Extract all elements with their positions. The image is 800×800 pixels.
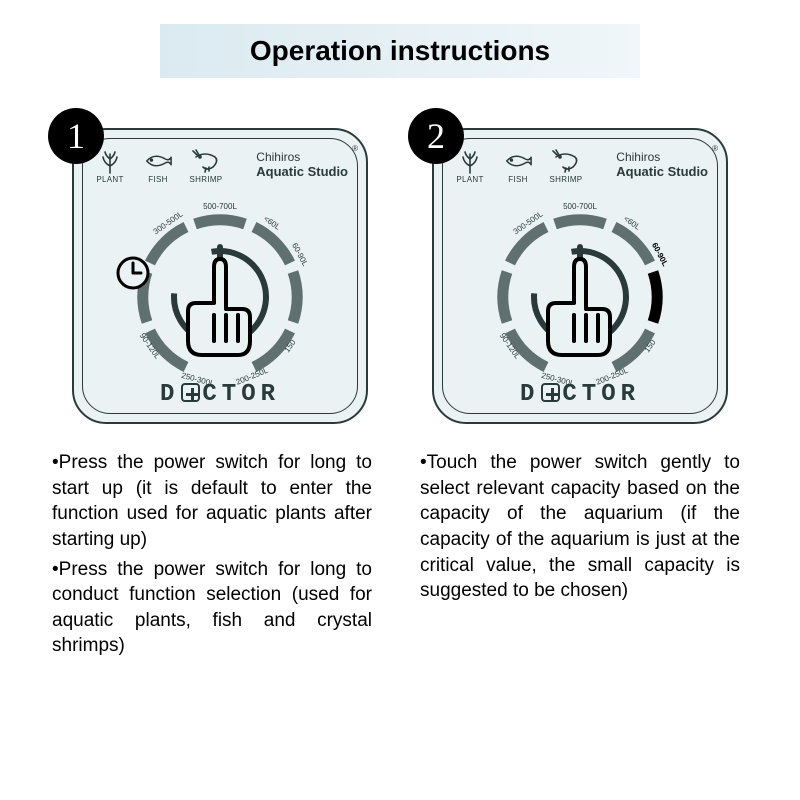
- mode-shrimp: SHRIMP: [188, 148, 224, 184]
- product-name: DCTOR: [434, 381, 726, 408]
- title-banner: Operation instructions: [160, 24, 640, 78]
- fish-icon: [143, 148, 173, 174]
- brand-block: Chihiros ® Aquatic Studio: [616, 150, 708, 179]
- step2-bullet-a: •Touch the power switch gently to select…: [420, 450, 740, 604]
- mode-fish: FISH: [500, 148, 536, 184]
- shrimp-icon: [551, 148, 581, 174]
- mode-plant-label: PLANT: [92, 175, 128, 184]
- mode-fish-label: FISH: [140, 175, 176, 184]
- mode-fish-label: FISH: [500, 175, 536, 184]
- dial-segments: 150 200-250L 250-300L 300-500L 500-700L …: [138, 202, 310, 388]
- svg-text:60-90L: 60-90L: [290, 241, 310, 268]
- svg-text:500-700L: 500-700L: [203, 202, 237, 211]
- mode-row: PLANT FISH SHRIMP: [92, 148, 224, 184]
- power-dial[interactable]: 150 200-250L 250-300L 300-500L 500-700L …: [485, 202, 675, 392]
- plus-icon: [181, 383, 200, 402]
- product-name: DCTOR: [74, 381, 366, 408]
- plant-icon: [95, 148, 125, 174]
- registered-mark: ®: [352, 144, 358, 153]
- mode-plant-label: PLANT: [452, 175, 488, 184]
- step-badge-2: 2: [408, 108, 464, 164]
- fish-icon: [503, 148, 533, 174]
- hand-icon: [548, 259, 610, 355]
- active-segment: [653, 272, 657, 322]
- svg-text:60-90L: 60-90L: [650, 241, 670, 268]
- power-dial[interactable]: 150 200-250L 250-300L 300-500L 500-700L …: [125, 202, 315, 392]
- plant-icon: [455, 148, 485, 174]
- mode-shrimp-label: SHRIMP: [548, 175, 584, 184]
- instructions-step-1: •Press the power switch for long to star…: [52, 450, 372, 663]
- step-number-2: 2: [427, 115, 445, 157]
- instructions-step-2: •Touch the power switch gently to select…: [420, 450, 740, 608]
- brand-block: Chihiros ® Aquatic Studio: [256, 150, 348, 179]
- brand-line1: Chihiros ®: [256, 150, 348, 164]
- hand-icon: [188, 259, 250, 355]
- registered-mark: ®: [712, 144, 718, 153]
- mode-row: PLANT FISH SHRIMP: [452, 148, 584, 184]
- plus-icon: [541, 383, 560, 402]
- mode-shrimp: SHRIMP: [548, 148, 584, 184]
- brand-line2: Aquatic Studio: [256, 164, 348, 179]
- step1-bullet-a: •Press the power switch for long to star…: [52, 450, 372, 553]
- shrimp-icon: [191, 148, 221, 174]
- brand-line1: Chihiros ®: [616, 150, 708, 164]
- svg-text:500-700L: 500-700L: [563, 202, 597, 211]
- step-badge-1: 1: [48, 108, 104, 164]
- mode-shrimp-label: SHRIMP: [188, 175, 224, 184]
- page-title: Operation instructions: [250, 35, 550, 67]
- long-press-clock-icon: [116, 256, 150, 290]
- step1-bullet-b: •Press the power switch for long to cond…: [52, 557, 372, 660]
- brand-line2: Aquatic Studio: [616, 164, 708, 179]
- step-number-1: 1: [67, 115, 85, 157]
- mode-fish: FISH: [140, 148, 176, 184]
- device-panel-2: PLANT FISH SHRIMP Chihiros ® Aquatic Stu…: [432, 128, 728, 424]
